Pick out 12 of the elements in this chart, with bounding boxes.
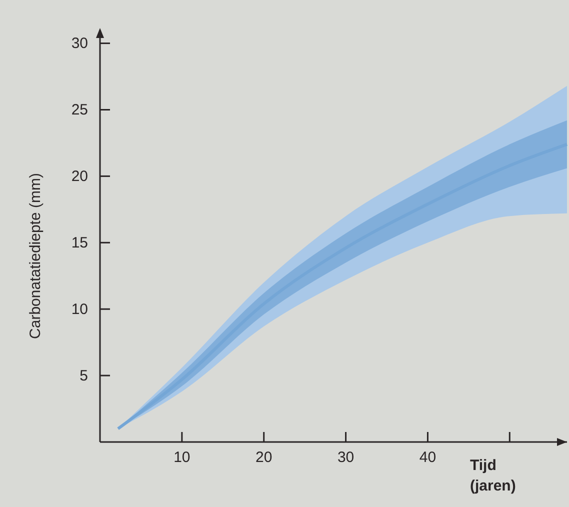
y-tick-label: 5 [80,367,88,384]
x-tick-label: 20 [256,449,272,466]
y-tick-label: 15 [71,234,88,252]
x-tick-label: 10 [174,449,190,466]
y-tick-label: 30 [71,35,88,52]
y-tick-label: 25 [71,102,88,119]
x-axis-title: Tijd (jaren) [470,457,516,494]
y-tick-label: 10 [71,300,88,318]
x-tick-label: 40 [419,449,436,466]
y-tick-label: 20 [71,168,88,185]
y-axis-title: Carbonatatiediepte (mm) [27,173,44,339]
x-tick-label: 30 [337,449,354,466]
